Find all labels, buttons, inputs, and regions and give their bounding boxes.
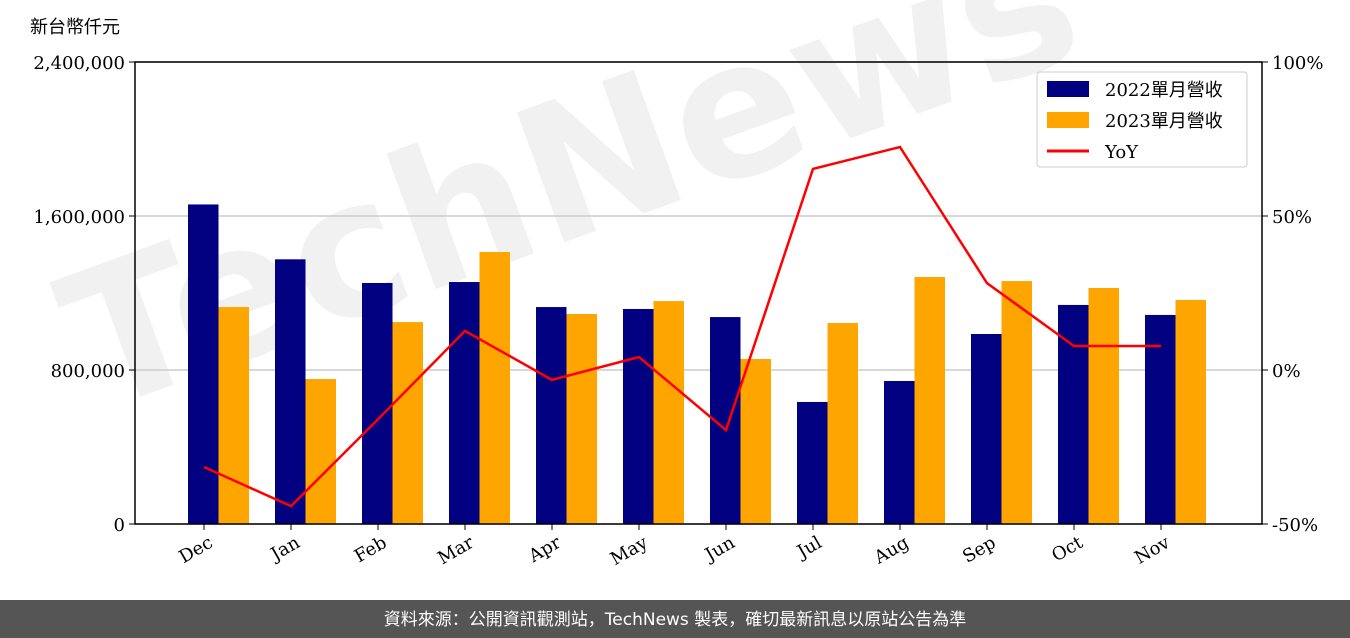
y-tick-label: 800,000 xyxy=(51,361,125,382)
bar xyxy=(479,251,510,524)
bar xyxy=(392,322,423,524)
legend-label: YoY xyxy=(1104,142,1139,163)
bar xyxy=(827,323,858,524)
footer: 資料來源：公開資訊觀測站，TechNews 製表，確切最新訊息以原站公告為準 xyxy=(0,600,1350,638)
bar xyxy=(449,282,480,524)
y2-tick-label: 50% xyxy=(1272,207,1312,228)
x-tick-label: Feb xyxy=(351,532,391,567)
bar xyxy=(653,301,684,524)
bar xyxy=(884,380,915,524)
x-tick-label: Sep xyxy=(959,532,999,567)
x-tick-label: Jan xyxy=(266,532,304,566)
legend-label: 2023單月營收 xyxy=(1105,111,1223,132)
bar xyxy=(1145,314,1176,524)
bar xyxy=(1001,281,1032,524)
legend: 2022單月營收 2023單月營收 YoY xyxy=(1036,71,1248,168)
bar xyxy=(740,359,771,524)
y-tick-label: 2,400,000 xyxy=(33,53,125,74)
x-tick-label: Dec xyxy=(176,532,217,568)
bar xyxy=(914,277,945,524)
x-tick-label: Jun xyxy=(700,532,739,567)
line xyxy=(203,145,1161,508)
x-tick-label: Mar xyxy=(434,532,478,569)
y-axis-label: 新台幣仟元 xyxy=(30,17,120,38)
x-tick-label: May xyxy=(607,532,652,570)
legend-swatch xyxy=(1047,81,1089,97)
footer-text: 資料來源：公開資訊觀測站，TechNews 製表，確切最新訊息以原站公告為準 xyxy=(384,610,966,630)
bar xyxy=(275,259,306,524)
bar xyxy=(218,307,249,524)
y2-tick-label: -50% xyxy=(1272,515,1318,536)
bar xyxy=(362,282,393,524)
y2-tick-label: 0% xyxy=(1272,361,1301,382)
y-tick-label: 0 xyxy=(114,515,125,536)
x-tick-label: Jul xyxy=(792,532,826,564)
bar xyxy=(1175,299,1206,524)
legend-swatch xyxy=(1047,112,1089,128)
legend-frame xyxy=(1036,71,1248,168)
bar xyxy=(1088,287,1119,524)
x-tick-label: Oct xyxy=(1048,532,1087,567)
bar xyxy=(536,307,567,524)
y2-tick-label: 100% xyxy=(1272,53,1323,74)
bar xyxy=(971,334,1002,524)
bar xyxy=(305,379,336,524)
bar xyxy=(623,308,654,524)
plot-frame xyxy=(134,61,1263,525)
legend-label: 2022單月營收 xyxy=(1105,80,1223,101)
x-tick-label: Apr xyxy=(524,532,564,567)
bar xyxy=(188,204,219,524)
x-tick-label: Aug xyxy=(870,532,913,569)
footer-bar xyxy=(0,600,1350,638)
bar xyxy=(1058,304,1089,524)
bar xyxy=(797,401,828,524)
y-tick-label: 1,600,000 xyxy=(33,207,125,228)
bar xyxy=(566,313,597,524)
x-tick-label: Nov xyxy=(1131,532,1174,569)
